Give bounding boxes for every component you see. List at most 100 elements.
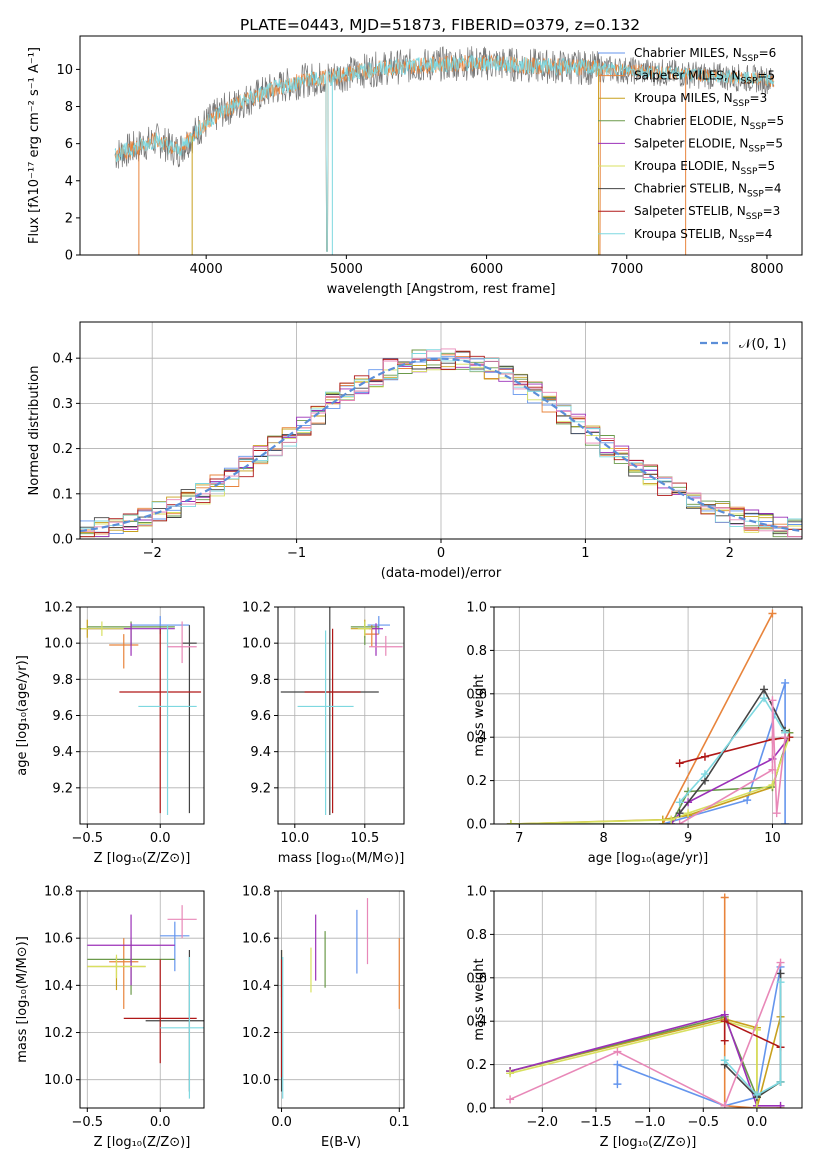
x-tick-label: 6000 — [470, 262, 503, 277]
y-tick-label: 0.1 — [52, 487, 73, 502]
x-axis-label: Z [log₁₀(Z/Z⊙)] — [94, 1135, 191, 1150]
x-tick-label: 9 — [684, 831, 692, 846]
y-tick-label: 10.2 — [242, 601, 271, 616]
series-marker — [768, 765, 777, 774]
legend-entry-count: =5 — [766, 114, 784, 128]
series-marker — [772, 809, 781, 818]
x-axis-label: E(B-V) — [321, 1135, 361, 1150]
legend-entry-subscript: SSP — [733, 99, 750, 109]
x-tick-label: 7000 — [610, 262, 643, 277]
y-tick-label: 2 — [65, 211, 73, 226]
legend-entry-subscript: SSP — [748, 144, 765, 154]
x-tick-label: 8000 — [750, 262, 783, 277]
series-marker — [720, 1101, 729, 1108]
series-marker — [613, 1080, 622, 1089]
errorbar-point — [182, 625, 197, 814]
y-tick-label: 10.4 — [44, 979, 73, 994]
series-marker — [613, 1047, 622, 1056]
legend-entry-count: =6 — [759, 46, 777, 60]
spectrum-panel: 4000 5000 6000 7000 8000 0 2 4 6 8 10 wavelength [A… — [27, 35, 803, 297]
legend-entry-subscript: SSP — [742, 54, 759, 64]
errorbar-point — [297, 630, 354, 815]
errorbar-point — [87, 914, 175, 986]
legend-entry-name: Kroupa ELODIE, N — [634, 159, 741, 173]
y-tick-label: 0.0 — [466, 818, 487, 833]
legend-entry-name: Kroupa MILES, N — [634, 91, 733, 105]
x-tick-label: −1.5 — [580, 1115, 612, 1130]
errorbar-point — [357, 621, 372, 636]
legend-entry-name: Chabrier STELIB, N — [634, 182, 747, 196]
legend-entry-subscript: SSP — [741, 77, 758, 87]
x-tick-label: −2.0 — [527, 1115, 559, 1130]
series-marker — [506, 1069, 515, 1078]
series-line — [662, 613, 774, 824]
legend-entry-count: =4 — [764, 182, 782, 196]
plot-area — [506, 609, 794, 824]
x-tick-label: 2 — [726, 546, 734, 561]
series-marker — [776, 1077, 785, 1086]
y-axis-label: mass weight — [472, 958, 487, 1040]
y-tick-label: 0.4 — [466, 731, 487, 746]
y-tick-label: 0.6 — [466, 687, 487, 702]
plot-frame — [493, 606, 803, 825]
x-tick-label: 0.0 — [150, 831, 171, 846]
x-tick-label: 4000 — [190, 262, 223, 277]
plot-area — [280, 607, 403, 815]
y-tick-label: 0.3 — [52, 397, 73, 412]
legend-entry-name: Kroupa STELIB, N — [634, 227, 738, 241]
plot-frame — [79, 35, 803, 256]
legend-entry-name: Salpeter STELIB, N — [634, 204, 746, 218]
y-axis-label: age [log₁₀(age/yr)] — [15, 655, 30, 776]
mass-vs-EBV-panel: 0.0 0.1 10.0 10.2 10.4 10.6 10.8 E(B-V) — [242, 885, 410, 1151]
plot-frame — [79, 606, 205, 825]
spectrum-line — [114, 53, 775, 252]
errorbar-point — [280, 607, 379, 815]
series-marker — [768, 696, 777, 705]
errorbar-point — [160, 957, 204, 1099]
y-tick-label: 0.2 — [52, 442, 73, 457]
y-tick-label: 0.0 — [52, 533, 73, 548]
x-axis-label: mass [log₁₀(M/M⊙)] — [278, 851, 405, 866]
series-marker — [720, 1036, 729, 1045]
x-tick-label: 5000 — [330, 262, 363, 277]
legend-entry: Chabrier STELIB, NSSP=4 — [634, 182, 782, 200]
errorbar-point — [138, 625, 197, 815]
legend-entry-name: Chabrier MILES, N — [634, 46, 742, 60]
x-tick-label: 7 — [515, 831, 523, 846]
errorbar-point — [367, 616, 390, 635]
y-tick-label: 10.0 — [44, 637, 73, 652]
series-marker — [684, 809, 693, 818]
series-marker — [506, 1095, 515, 1104]
legend-entry-count: =5 — [765, 136, 783, 150]
legend-entry-subscript: SSP — [746, 212, 763, 222]
series-marker — [760, 694, 769, 703]
plot-area — [280, 898, 400, 1099]
y-tick-label: 0.4 — [466, 1015, 487, 1030]
series-line — [679, 696, 786, 803]
x-tick-label: −0.5 — [687, 1115, 719, 1130]
y-tick-label: 9.4 — [52, 745, 73, 760]
plot-area — [87, 905, 204, 1099]
plot-frame — [277, 606, 405, 825]
x-tick-label: 10.0 — [280, 831, 309, 846]
plot-frame — [493, 890, 803, 1109]
spectrum-line — [114, 54, 775, 255]
y-axis-label: Flux [fλ10⁻¹⁷ erg cm⁻² s⁻¹ A⁻¹] — [27, 47, 42, 244]
y-tick-label: 10.8 — [242, 885, 271, 900]
y-axis-label: mass weight — [472, 674, 487, 756]
y-tick-label: 4 — [65, 174, 73, 189]
x-tick-label: 10 — [764, 831, 781, 846]
series-marker — [700, 752, 709, 761]
errorbar-point — [109, 634, 139, 669]
y-tick-label: 0.2 — [466, 774, 487, 789]
x-tick-label: 0.1 — [389, 1115, 410, 1130]
series-marker — [675, 809, 684, 818]
legend-entry-subscript: SSP — [747, 190, 764, 200]
legend-entry-subscript: SSP — [750, 122, 767, 132]
age-vs-mass-panel: 10.0 10.5 9.2 9.4 9.6 9.8 10.0 10.2 mass [log₁₀(… — [242, 601, 405, 866]
x-axis-label: Z [log₁₀(Z/Z⊙)] — [94, 851, 191, 866]
x-axis-label: (data-model)/error — [381, 566, 502, 581]
legend-entry: Kroupa STELIB, NSSP=4 — [634, 227, 772, 245]
series-line — [723, 897, 781, 1108]
